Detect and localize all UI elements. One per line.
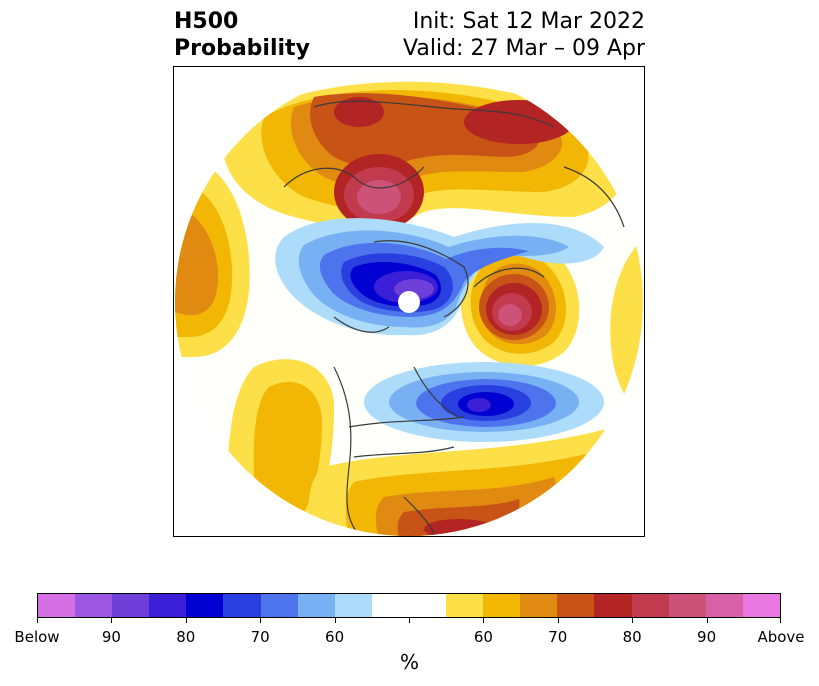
colorbar-segment bbox=[297, 594, 335, 617]
valid-range: Valid: 27 Mar – 09 Apr bbox=[403, 36, 645, 61]
above-center-alaska-bering bbox=[460, 239, 580, 367]
colorbar-segment bbox=[520, 594, 558, 617]
colorbar-segment bbox=[594, 594, 632, 617]
colorbar-tick bbox=[706, 618, 708, 623]
colorbar-segment bbox=[631, 594, 669, 617]
colorbar-segment bbox=[149, 594, 187, 617]
colorbar bbox=[37, 593, 781, 618]
below-center-greenland-arctic bbox=[275, 218, 604, 336]
date-info: Init: Sat 12 Mar 2022 Valid: 27 Mar – 09… bbox=[403, 8, 645, 62]
colorbar-segment bbox=[112, 594, 150, 617]
colorbar-tick-label: 80 bbox=[622, 628, 642, 646]
pole-marker bbox=[398, 291, 420, 313]
probability-map bbox=[175, 68, 643, 536]
title-line-1: H500 bbox=[174, 9, 239, 34]
colorbar-tick bbox=[37, 618, 38, 623]
colorbar-tick-label: 60 bbox=[473, 628, 493, 646]
colorbar-segment bbox=[705, 594, 743, 617]
colorbar-tick bbox=[409, 618, 410, 623]
map-title: H500 Probability bbox=[174, 8, 310, 62]
colorbar-tick-label: Below bbox=[14, 628, 60, 646]
colorbar-tick-label: 70 bbox=[250, 628, 270, 646]
colorbar-tick-label: 90 bbox=[697, 628, 717, 646]
colorbar-segment bbox=[75, 594, 113, 617]
colorbar-tick-label: 70 bbox=[548, 628, 568, 646]
coastlines bbox=[283, 100, 625, 536]
colorbar-tick bbox=[111, 618, 113, 623]
init-date: Init: Sat 12 Mar 2022 bbox=[412, 9, 645, 34]
map-panel bbox=[173, 66, 645, 537]
below-center-north-atlantic bbox=[364, 362, 604, 442]
colorbar-segment bbox=[371, 594, 409, 617]
title-line-2: Probability bbox=[174, 36, 310, 61]
colorbar-segment bbox=[408, 594, 447, 617]
colorbar-tick-label: 90 bbox=[101, 628, 121, 646]
colorbar-tick-label: 80 bbox=[176, 628, 196, 646]
map-disc bbox=[175, 68, 643, 536]
above-center-europe-russia bbox=[222, 81, 626, 230]
colorbar-segment bbox=[186, 594, 224, 617]
colorbar-tick bbox=[483, 618, 485, 623]
colorbar-units: % bbox=[399, 650, 419, 674]
colorbar-segment bbox=[446, 594, 484, 617]
colorbar-segment bbox=[223, 594, 261, 617]
colorbar-segment bbox=[334, 594, 372, 617]
colorbar-ticks: Below 90 80 70 60 60 70 80 90 Above bbox=[14, 618, 805, 648]
colorbar-tick bbox=[334, 618, 336, 623]
colorbar-segment bbox=[668, 594, 706, 617]
colorbar-segment bbox=[742, 594, 780, 617]
colorbar-tick bbox=[185, 618, 187, 623]
colorbar-tick bbox=[260, 618, 262, 623]
colorbar-segment bbox=[260, 594, 298, 617]
colorbar-tick bbox=[780, 618, 781, 623]
colorbar-tick bbox=[632, 618, 634, 623]
colorbar-tick-label: Above bbox=[757, 628, 805, 646]
colorbar-segment bbox=[483, 594, 521, 617]
colorbar-tick-label: 60 bbox=[325, 628, 345, 646]
colorbar-segment bbox=[38, 594, 76, 617]
colorbar-tick bbox=[557, 618, 559, 623]
colorbar-segment bbox=[557, 594, 595, 617]
